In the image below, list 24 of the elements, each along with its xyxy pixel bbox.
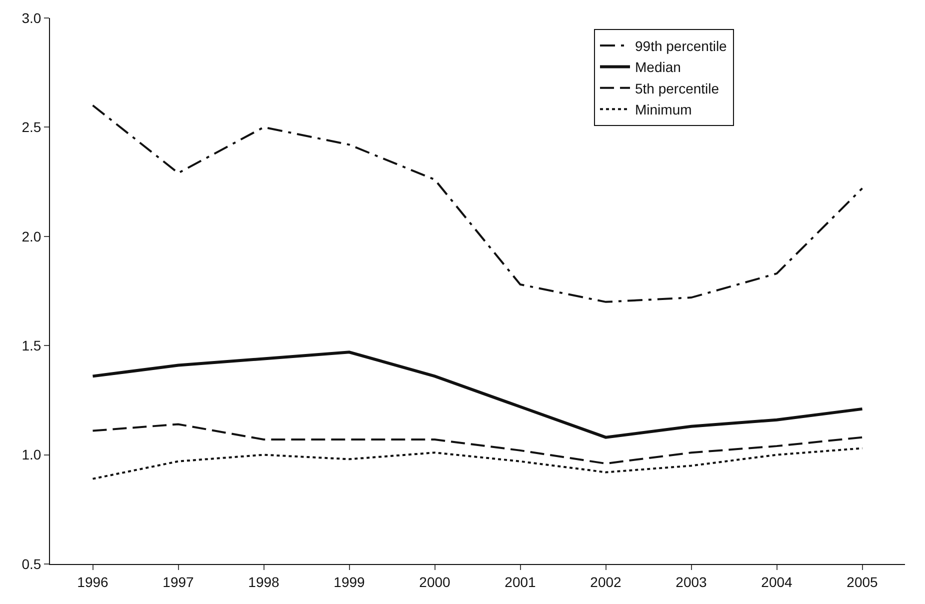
y-tick-label: 2.5 [22, 119, 42, 136]
line-series [92, 423, 864, 465]
legend-label: 99th percentile [635, 38, 728, 54]
line-series [92, 447, 864, 480]
x-tick-label: 2004 [761, 574, 793, 590]
line-series [92, 104, 864, 303]
x-tick-label: 2003 [676, 574, 708, 590]
line-series [91, 350, 864, 439]
x-tick-label: 2005 [846, 574, 878, 590]
x-tick-label: 2001 [504, 574, 536, 590]
y-tick-label: 1.5 [22, 338, 42, 354]
x-tick-label: 1998 [248, 574, 280, 590]
legend-label: Median [635, 59, 681, 76]
y-tick-label: 2.0 [22, 228, 42, 244]
x-tick-label: 1999 [334, 574, 366, 590]
y-tick-label: 1.0 [22, 446, 42, 463]
x-tick-label: 1996 [77, 574, 109, 590]
x-tick-label: 2002 [590, 574, 622, 590]
x-tick-label: 2000 [419, 574, 451, 590]
y-tick-label: 3.0 [22, 10, 42, 26]
x-tick-label: 1997 [162, 574, 194, 590]
legend-label: 5th percentile [635, 80, 720, 96]
y-tick-label: 0.5 [22, 556, 42, 572]
legend-label: Minimum [635, 102, 692, 118]
